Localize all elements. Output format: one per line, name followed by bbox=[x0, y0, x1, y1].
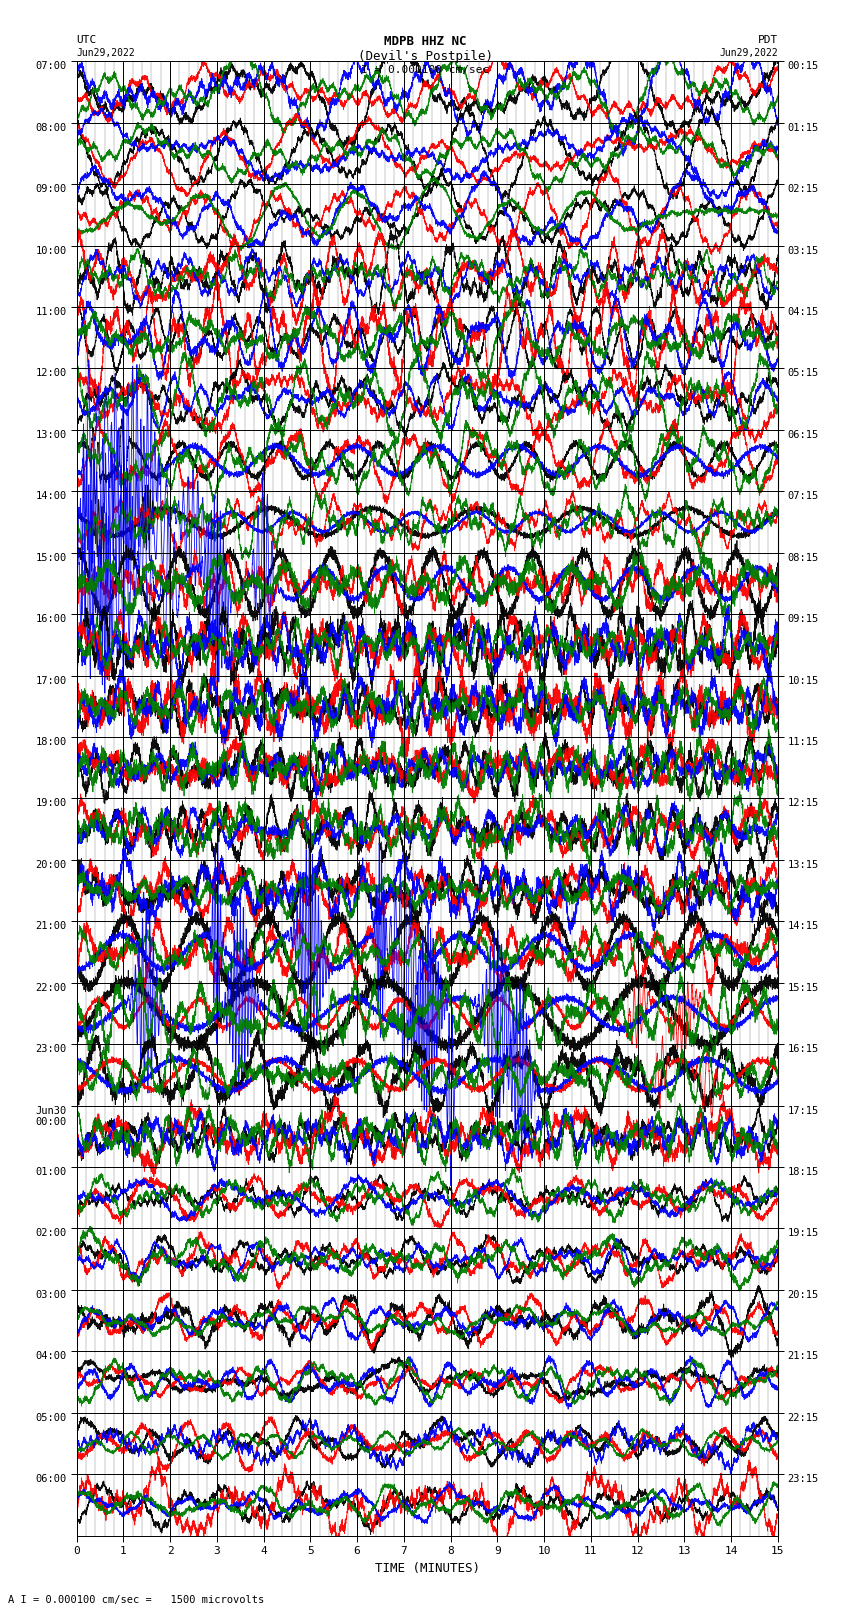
Text: I = 0.000100 cm/sec: I = 0.000100 cm/sec bbox=[361, 65, 489, 74]
Text: Jun29,2022: Jun29,2022 bbox=[719, 48, 778, 58]
Text: (Devil's Postpile): (Devil's Postpile) bbox=[358, 50, 492, 63]
X-axis label: TIME (MINUTES): TIME (MINUTES) bbox=[375, 1561, 479, 1574]
Text: A I = 0.000100 cm/sec =   1500 microvolts: A I = 0.000100 cm/sec = 1500 microvolts bbox=[8, 1595, 264, 1605]
Text: PDT: PDT bbox=[757, 35, 778, 45]
Text: UTC: UTC bbox=[76, 35, 97, 45]
Text: MDPB HHZ NC: MDPB HHZ NC bbox=[383, 35, 467, 48]
Text: Jun29,2022: Jun29,2022 bbox=[76, 48, 135, 58]
